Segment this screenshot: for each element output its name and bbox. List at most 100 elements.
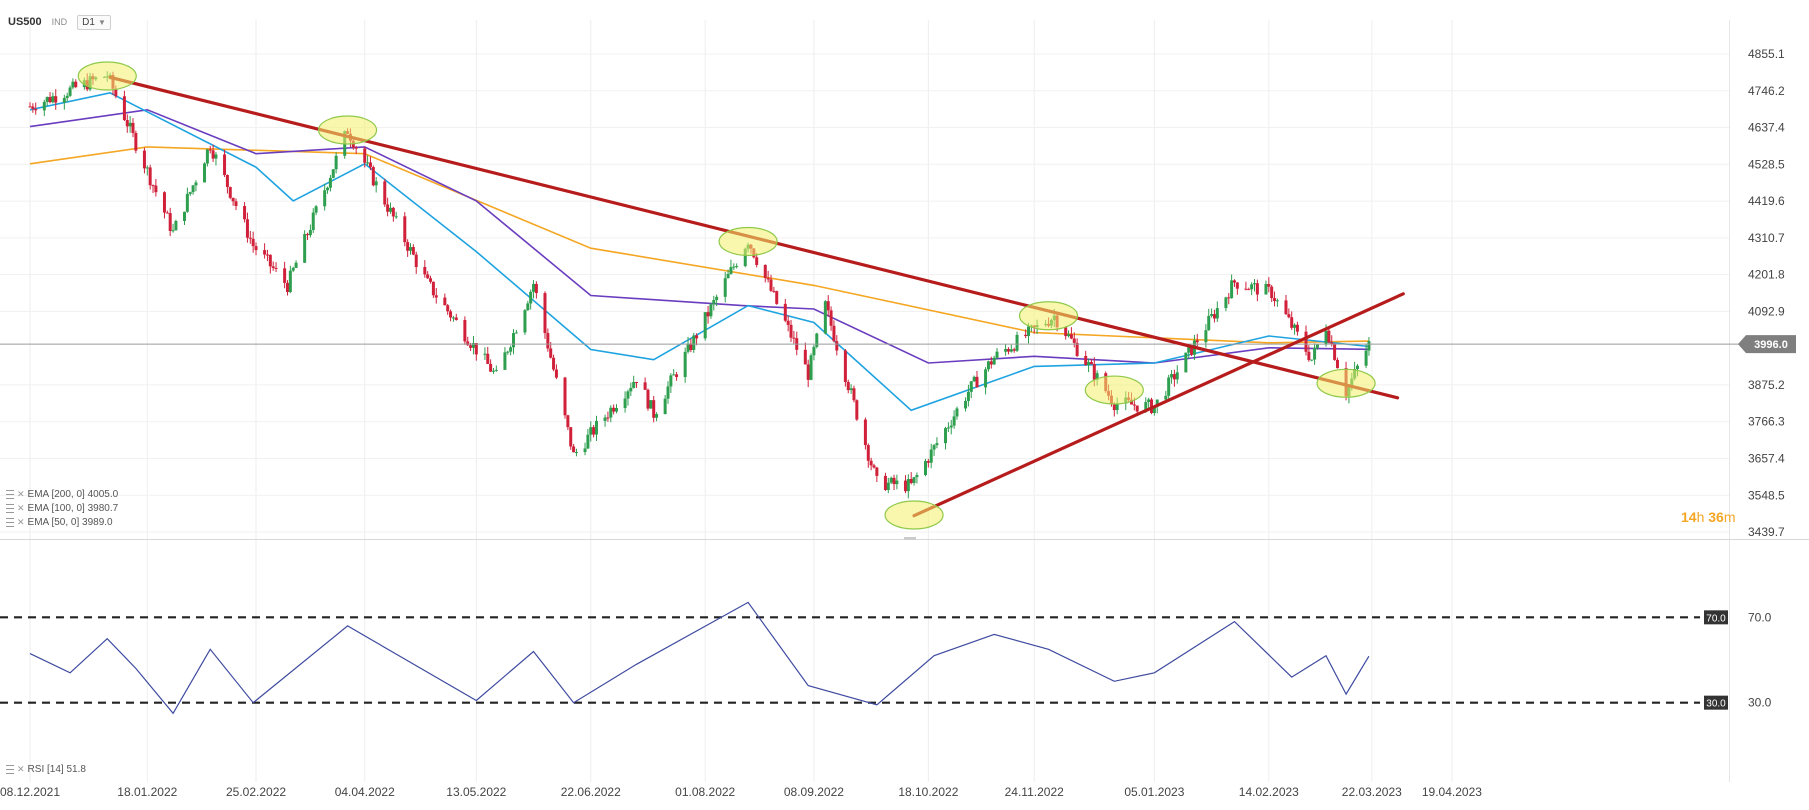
candle-body [792, 337, 796, 339]
countdown-minutes-unit: m [1723, 509, 1736, 525]
candle-body [972, 376, 976, 382]
price-tick-label: 4637.4 [1748, 121, 1785, 135]
candle-body [592, 427, 596, 435]
timeframe-selector[interactable]: D1 ▼ [77, 14, 111, 30]
candle-body [569, 427, 573, 447]
candle-body [1135, 405, 1139, 412]
candle-body [162, 192, 166, 213]
candle-body [414, 254, 418, 268]
candle-body [1330, 342, 1334, 345]
candle-body [254, 246, 258, 251]
candle-body [371, 167, 375, 186]
candle-body [1275, 300, 1279, 302]
candle-body [666, 386, 670, 399]
candle-body [391, 207, 395, 217]
candle-body [331, 169, 335, 178]
time-tick-label: 04.04.2022 [335, 785, 395, 799]
menu-icon[interactable] [6, 518, 14, 527]
candle-body [843, 350, 847, 382]
candle-body [832, 325, 836, 342]
pane-resize-handle[interactable] [904, 537, 916, 540]
candle-body [474, 343, 478, 355]
candle-body [532, 283, 536, 292]
price-tick-label: 3766.3 [1748, 415, 1785, 429]
close-icon[interactable]: ✕ [17, 489, 25, 499]
indicator-ema-100[interactable]: ✕ EMA [100, 0] 3980.7 [6, 503, 118, 514]
candle-body [949, 425, 953, 428]
candle-body [171, 230, 175, 232]
candle-body [563, 377, 567, 416]
candle-body [471, 343, 475, 348]
close-icon[interactable]: ✕ [17, 517, 25, 527]
candle-body [663, 398, 667, 415]
time-tick-label: 22.03.2023 [1342, 785, 1402, 799]
candle-body [675, 374, 679, 378]
candle-body [223, 154, 227, 175]
rsi-level-tag-text: 70.0 [1706, 613, 1726, 624]
trendlines[interactable] [108, 75, 1405, 518]
menu-icon[interactable] [6, 765, 14, 774]
candle-body [812, 346, 816, 356]
candle-body [54, 96, 58, 103]
candle-body [606, 417, 610, 419]
candle-body [1155, 399, 1159, 407]
indicator-ema-200[interactable]: ✕ EMA [200, 0] 4005.0 [6, 489, 118, 500]
vertical-gridlines [29, 20, 1453, 782]
candle-body [291, 267, 295, 271]
menu-icon[interactable] [6, 504, 14, 513]
candle-body [231, 197, 235, 202]
candle-body [1115, 403, 1119, 411]
candle-body [28, 106, 32, 108]
current-price-label: 3996.0 [1754, 339, 1788, 351]
candle-body [1364, 350, 1368, 366]
close-icon[interactable]: ✕ [17, 764, 25, 774]
candle-body [706, 312, 710, 317]
indicator-rsi[interactable]: ✕ RSI [14] 51.8 [6, 764, 86, 775]
candle-body [572, 446, 576, 453]
highlight-ellipses[interactable] [77, 61, 1376, 530]
candle-body [723, 278, 727, 297]
candle-body [494, 369, 498, 371]
indicator-label: RSI [14] 51.8 [27, 764, 86, 775]
candle-body [1167, 377, 1171, 396]
candle-body [589, 427, 593, 435]
candle-body [125, 120, 129, 127]
price-tick-label: 4201.8 [1748, 268, 1785, 282]
candle-body [294, 262, 298, 268]
candle-body [923, 461, 927, 476]
rsi-level-tag-text: 30.0 [1706, 699, 1726, 710]
candle-body [114, 88, 118, 97]
candle-body [1129, 399, 1133, 405]
candle-body [534, 283, 538, 294]
candle-body [512, 333, 516, 348]
candle-countdown: 14h 36m [1681, 509, 1736, 525]
time-tick-labels: 08.12.2021 18.01.2022 25.02.2022 04.04.2022… [0, 785, 1482, 799]
candle-body [245, 219, 249, 238]
candle-body [1195, 340, 1199, 343]
candle-body [228, 187, 232, 198]
candle-body [406, 242, 410, 251]
candle-body [328, 177, 332, 188]
close-icon[interactable]: ✕ [17, 503, 25, 513]
candles [28, 71, 1371, 499]
candle-body [62, 98, 66, 103]
candle-body [669, 375, 673, 387]
menu-icon[interactable] [6, 490, 14, 499]
price-tick-label: 4310.7 [1748, 231, 1785, 245]
candle-body [454, 317, 458, 320]
candle-body [1184, 352, 1188, 373]
candle-body [514, 332, 518, 334]
candle-body [523, 310, 527, 333]
candle-body [835, 341, 839, 351]
time-tick-label: 08.09.2022 [784, 785, 844, 799]
indicator-ema-50[interactable]: ✕ EMA [50, 0] 3989.0 [6, 517, 113, 528]
candle-body [208, 149, 212, 151]
candle-body [629, 387, 633, 392]
candle-body [194, 182, 198, 186]
time-tick-label: 25.02.2022 [226, 785, 286, 799]
candle-body [763, 264, 767, 278]
candle-body [935, 443, 939, 446]
candle-body [952, 416, 956, 426]
price-tick-label: 4746.2 [1748, 84, 1785, 98]
